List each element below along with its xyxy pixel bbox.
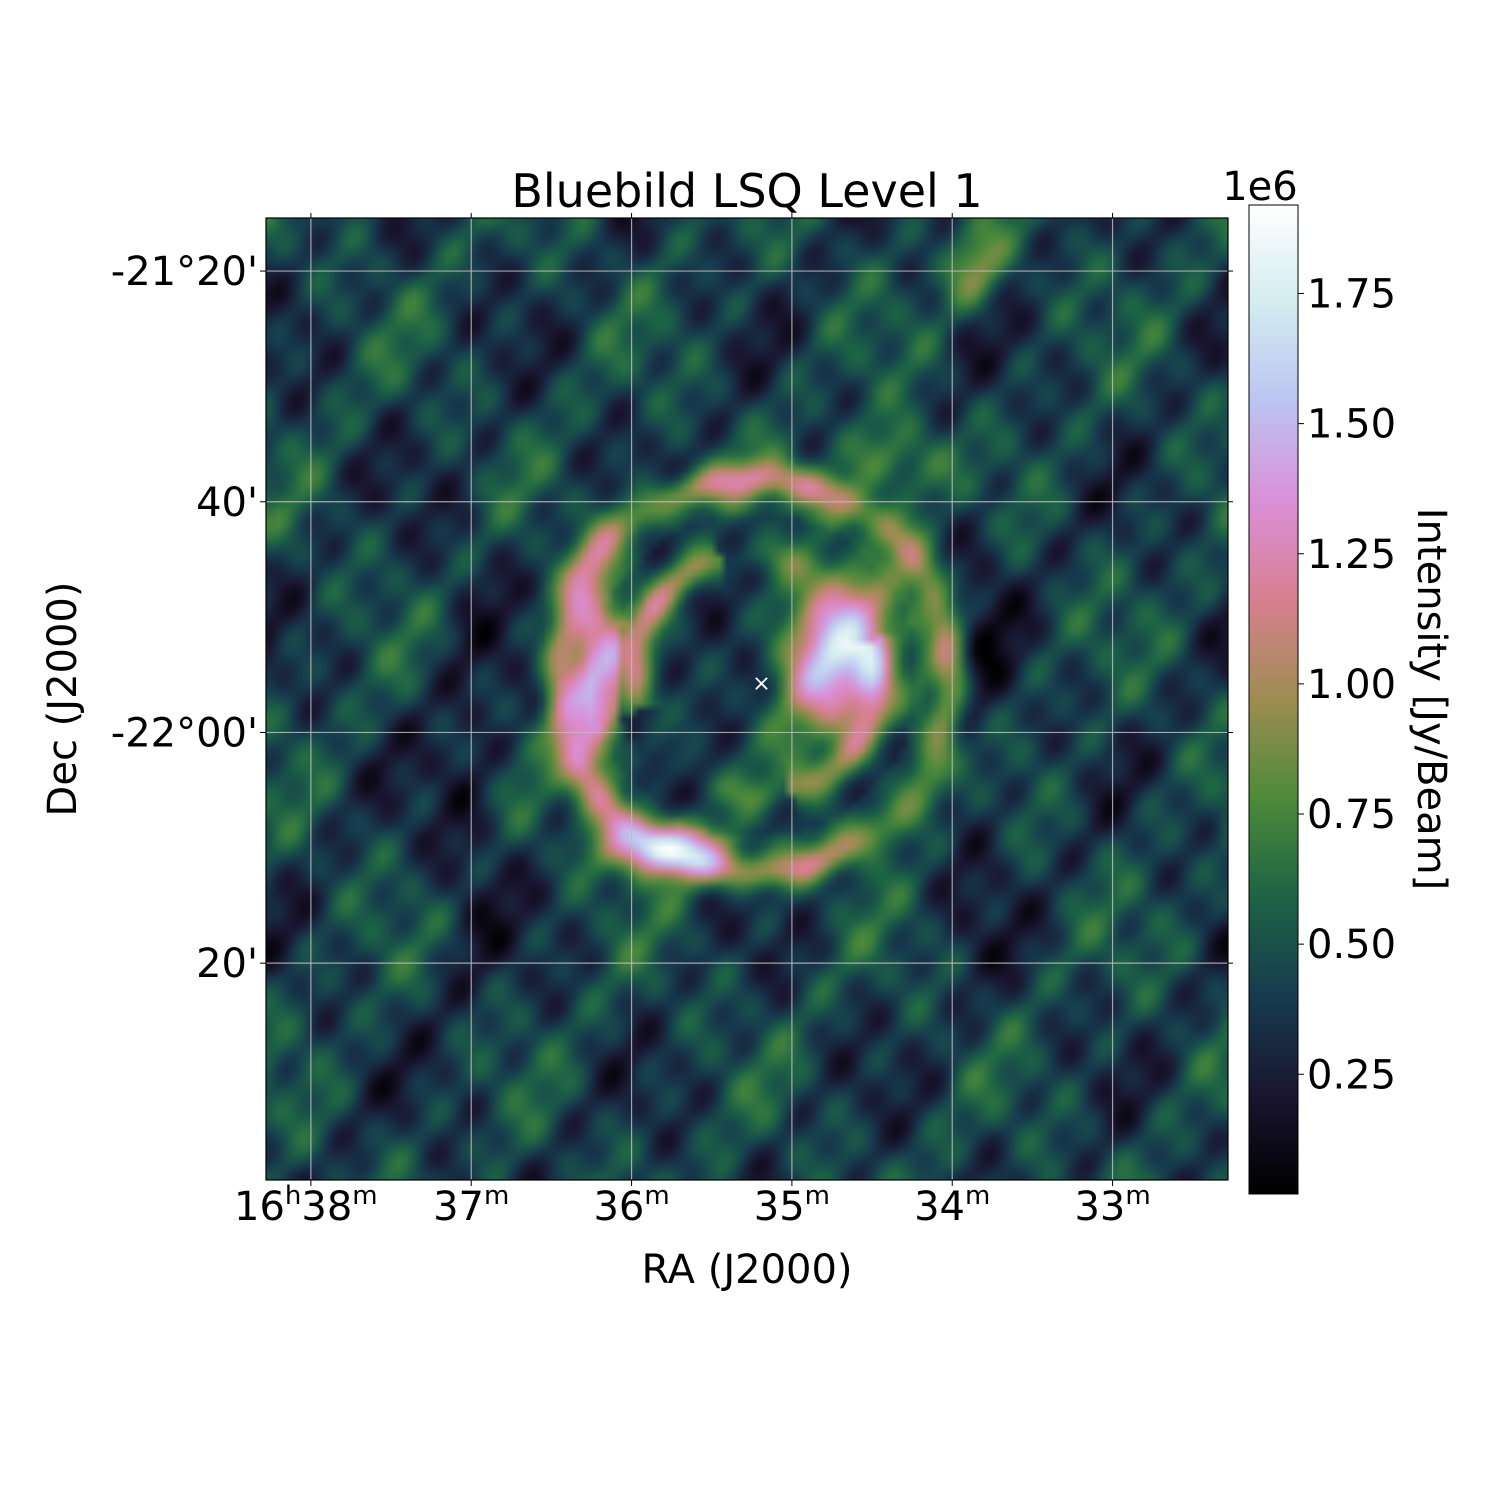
colorbar-tick-label: 1.00 (1307, 662, 1396, 708)
heatmap-image (266, 218, 1228, 1180)
y-axis-label: Dec (J2000) (40, 582, 86, 817)
x-tick-label: 35m (754, 1181, 830, 1230)
colorbar-label: Intensity [Jy/Beam] (1408, 508, 1454, 891)
x-axis-label: RA (J2000) (641, 1247, 852, 1293)
plot-frame (265, 217, 1229, 1181)
colorbar-tick-label: 0.50 (1307, 922, 1396, 968)
colorbar-scale-label: 1e6 (1222, 164, 1298, 210)
colorbar-tick-label: 1.25 (1307, 532, 1396, 578)
plot-area: × (265, 217, 1229, 1181)
center-marker: × (752, 672, 770, 697)
colorbar-gradient (1248, 204, 1299, 1195)
grid-lines (266, 218, 1228, 1180)
colorbar-tick-label: 0.75 (1307, 792, 1396, 838)
x-tick-label: 36m (593, 1181, 669, 1230)
chart-title: Bluebild LSQ Level 1 (511, 164, 982, 218)
x-tick-label: 37m (433, 1181, 509, 1230)
y-tick-label: 40' (196, 480, 258, 526)
y-tick-label: 20' (196, 941, 258, 987)
y-axis-ticks: -21°20' 40' -22°00' 20' (111, 249, 1233, 987)
colorbar: 0.25 0.50 0.75 1.00 1.25 1.50 1.75 1e6 Intensi… (1222, 164, 1454, 1195)
x-tick-label: 34m (914, 1181, 990, 1230)
x-axis-ticks: 16h38m 37m 36m 35m 34m 33m (234, 213, 1151, 1230)
y-tick-label: -22°00' (111, 710, 258, 756)
colorbar-ticks: 0.25 0.50 0.75 1.00 1.25 1.50 1.75 (1298, 271, 1396, 1098)
colorbar-tick-label: 1.75 (1307, 271, 1396, 317)
x-tick-label: 16h38m (234, 1181, 378, 1230)
y-tick-label: -21°20' (111, 249, 258, 295)
colorbar-tick-label: 0.25 (1307, 1052, 1396, 1098)
colorbar-tick-label: 1.50 (1307, 402, 1396, 448)
x-tick-label: 33m (1074, 1181, 1150, 1230)
